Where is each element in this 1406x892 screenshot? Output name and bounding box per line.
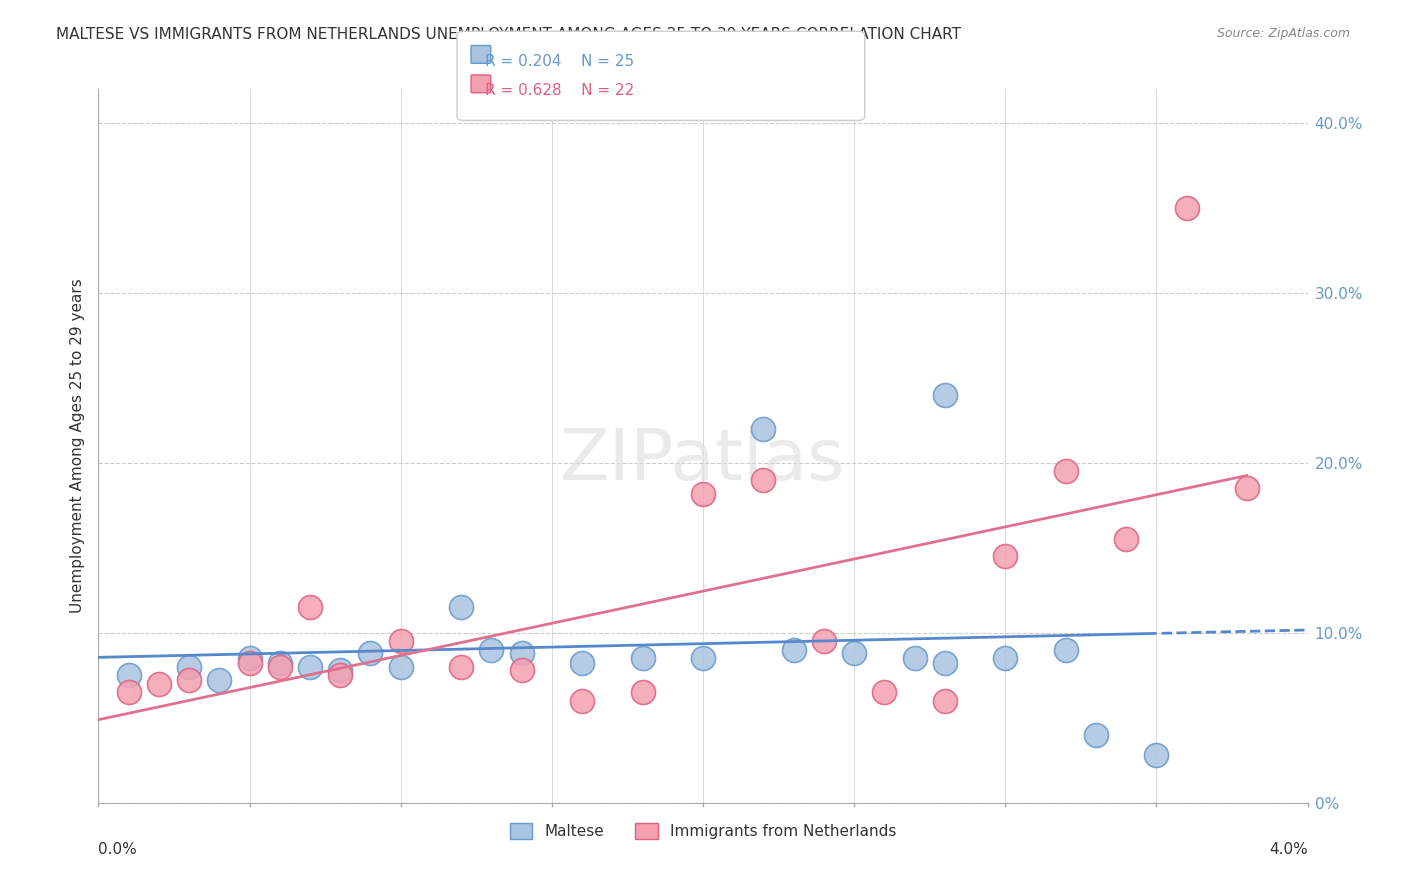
Point — [1085, 728, 1108, 742]
Point — [148, 677, 170, 691]
Point — [510, 646, 533, 660]
Point — [631, 685, 654, 699]
Y-axis label: Unemployment Among Ages 25 to 29 years: Unemployment Among Ages 25 to 29 years — [69, 278, 84, 614]
Text: R = 0.628    N = 22: R = 0.628 N = 22 — [485, 83, 634, 98]
Point — [118, 685, 141, 699]
Point — [269, 657, 291, 671]
Point — [1115, 533, 1137, 547]
Point — [934, 388, 956, 402]
Point — [179, 673, 201, 688]
Point — [813, 634, 835, 648]
Point — [450, 660, 472, 674]
Point — [783, 643, 806, 657]
Point — [873, 685, 896, 699]
Point — [692, 651, 714, 665]
Point — [1236, 482, 1258, 496]
Text: ZIPatlas: ZIPatlas — [560, 425, 846, 495]
Point — [329, 668, 352, 682]
Point — [752, 473, 775, 487]
Point — [934, 694, 956, 708]
Point — [571, 694, 593, 708]
Text: 4.0%: 4.0% — [1268, 842, 1308, 857]
Text: MALTESE VS IMMIGRANTS FROM NETHERLANDS UNEMPLOYMENT AMONG AGES 25 TO 29 YEARS CO: MALTESE VS IMMIGRANTS FROM NETHERLANDS U… — [56, 27, 962, 42]
Point — [118, 668, 141, 682]
Legend: Maltese, Immigrants from Netherlands: Maltese, Immigrants from Netherlands — [503, 817, 903, 845]
Point — [481, 643, 503, 657]
Point — [299, 660, 322, 674]
Point — [692, 486, 714, 500]
Point — [179, 660, 201, 674]
Point — [1054, 465, 1077, 479]
Point — [1175, 201, 1198, 215]
Point — [450, 600, 472, 615]
Point — [208, 673, 231, 688]
Point — [239, 657, 262, 671]
Point — [269, 660, 291, 674]
Point — [239, 651, 262, 665]
Point — [1054, 643, 1077, 657]
Point — [389, 660, 412, 674]
Point — [360, 646, 382, 660]
Point — [904, 651, 927, 665]
Point — [510, 663, 533, 677]
Point — [329, 663, 352, 677]
Point — [752, 422, 775, 436]
Point — [994, 651, 1017, 665]
Point — [389, 634, 412, 648]
Point — [994, 549, 1017, 564]
Point — [571, 657, 593, 671]
Point — [844, 646, 866, 660]
Point — [934, 657, 956, 671]
Point — [1146, 748, 1168, 763]
Text: R = 0.204    N = 25: R = 0.204 N = 25 — [485, 54, 634, 69]
Text: 0.0%: 0.0% — [98, 842, 138, 857]
Text: Source: ZipAtlas.com: Source: ZipAtlas.com — [1216, 27, 1350, 40]
Point — [631, 651, 654, 665]
Point — [299, 600, 322, 615]
